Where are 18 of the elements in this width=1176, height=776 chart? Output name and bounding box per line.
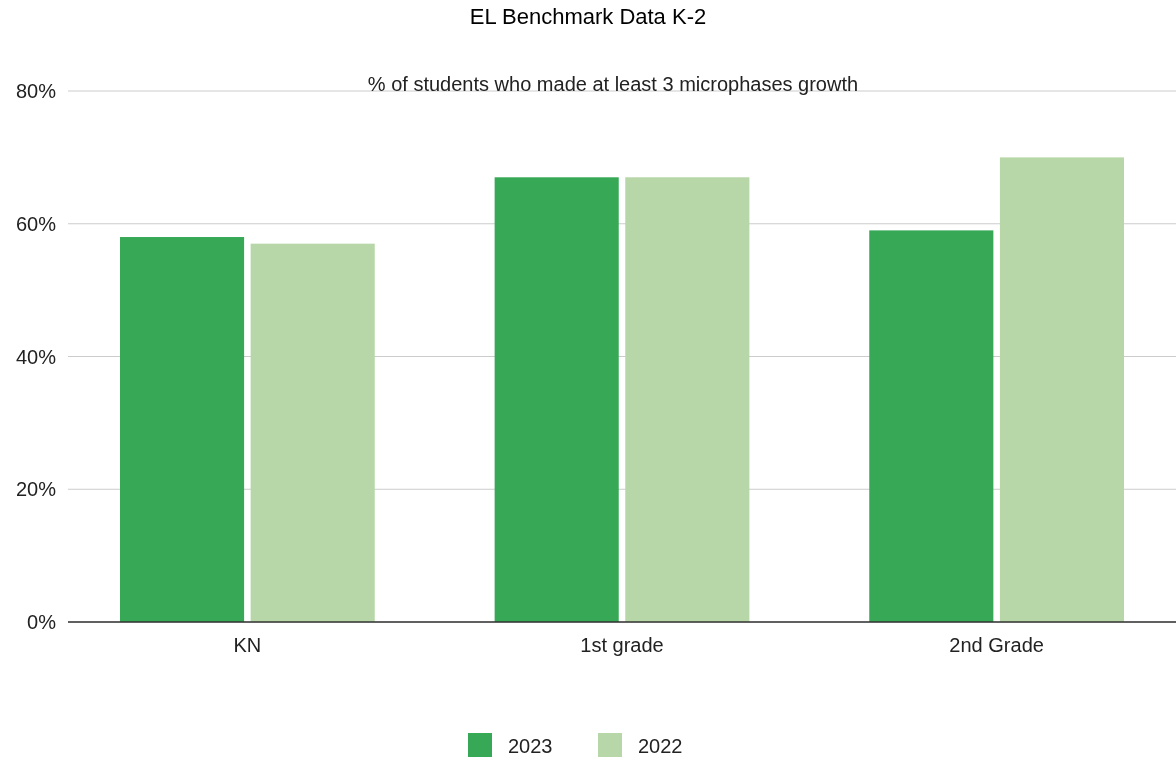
legend-label: 2023 [508,735,553,757]
y-tick-label: 80% [15,80,57,102]
chart-title: EL Benchmark Data K-2 [469,4,707,29]
y-tick-label: 0% [27,611,57,633]
bar [250,243,375,622]
x-tick-label: 1st grade [580,634,664,656]
x-tick-label: KN [233,634,262,656]
chart-subtitle: % of students who made at least 3 microphases growth [367,73,859,95]
bar [999,157,1124,622]
legend-label: 2022 [638,735,683,757]
y-tick-label: 20% [15,478,57,501]
bar [869,230,994,622]
x-tick-label: 2nd Grade [949,634,1044,656]
y-tick-label: 60% [15,212,57,235]
y-tick-label: 40% [15,345,57,368]
bar [625,177,750,622]
bar [120,237,245,622]
bar [494,177,619,622]
